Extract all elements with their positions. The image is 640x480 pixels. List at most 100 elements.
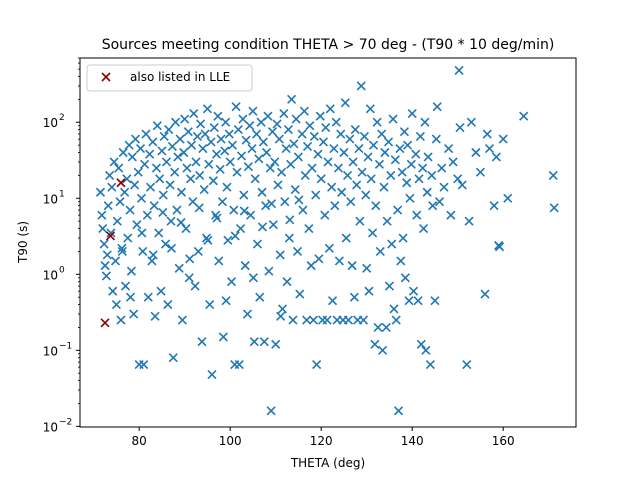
data-point — [214, 256, 224, 266]
x-tick-label: 100 — [219, 434, 242, 448]
data-point — [243, 162, 253, 172]
data-point — [430, 296, 440, 306]
data-point — [140, 159, 150, 169]
data-point — [482, 129, 492, 139]
data-point — [295, 289, 305, 299]
data-point — [262, 147, 272, 158]
data-point — [548, 170, 558, 180]
data-point — [377, 129, 387, 139]
data-point — [408, 286, 419, 296]
data-point — [293, 152, 303, 162]
data-point — [114, 163, 124, 173]
data-point — [242, 309, 253, 319]
data-point — [247, 144, 257, 154]
data-point — [125, 292, 136, 302]
data-point — [218, 332, 228, 342]
data-point — [439, 182, 449, 192]
data-point — [102, 250, 112, 260]
data-point — [221, 296, 231, 306]
legend-marker-lle — [101, 72, 111, 82]
data-point — [271, 339, 281, 349]
data-point — [503, 193, 513, 203]
data-point — [279, 109, 289, 119]
data-point — [444, 144, 454, 154]
data-point — [283, 125, 293, 135]
data-point — [314, 254, 324, 264]
data-point — [345, 134, 355, 144]
data-point — [358, 315, 369, 325]
data-point — [246, 210, 256, 220]
data-point — [220, 146, 230, 156]
data-point — [223, 235, 233, 245]
data-point — [423, 152, 433, 162]
data-point — [413, 296, 423, 306]
y-tick-exponent: −2 — [59, 417, 72, 427]
data-point — [383, 137, 394, 147]
data-point — [215, 164, 225, 174]
chart-title: Sources meeting condition THETA > 70 deg… — [102, 37, 555, 53]
data-point — [118, 147, 128, 158]
data-point — [205, 299, 215, 310]
data-point — [129, 309, 139, 319]
data-point — [230, 231, 240, 241]
data-point — [206, 137, 216, 147]
data-point — [453, 174, 463, 184]
data-point — [346, 197, 356, 207]
data-point — [258, 137, 268, 147]
data-point — [164, 125, 174, 135]
data-point — [254, 154, 264, 164]
data-point — [123, 233, 133, 243]
data-point — [217, 197, 227, 207]
data-point — [103, 201, 113, 211]
data-point — [347, 261, 357, 271]
data-point — [466, 117, 476, 127]
data-point — [313, 149, 323, 159]
data-point — [184, 273, 194, 283]
data-point — [491, 152, 501, 162]
data-point — [120, 281, 131, 291]
data-point — [99, 239, 109, 249]
data-point — [323, 157, 333, 167]
data-point — [141, 129, 151, 139]
data-point — [324, 243, 334, 253]
data-point — [390, 155, 400, 165]
data-point — [425, 359, 435, 370]
data-point — [273, 180, 283, 190]
data-point — [200, 129, 210, 139]
data-point — [249, 337, 259, 347]
data-point — [251, 129, 262, 139]
data-point — [267, 127, 278, 137]
data-point — [176, 187, 187, 197]
data-point — [368, 140, 379, 150]
data-point — [354, 144, 364, 154]
data-point — [108, 286, 118, 296]
data-point — [157, 146, 167, 156]
data-point — [148, 250, 158, 260]
data-point — [277, 167, 287, 177]
data-point — [382, 216, 392, 226]
data-point — [275, 250, 285, 260]
data-point — [186, 174, 196, 184]
data-point — [287, 94, 297, 104]
data-point — [152, 121, 162, 131]
data-point — [98, 223, 108, 234]
data-point — [95, 187, 106, 197]
data-point — [165, 180, 175, 190]
data-point — [248, 273, 258, 283]
data-point — [320, 210, 330, 220]
x-tick-label: 140 — [401, 434, 424, 448]
data-point — [138, 246, 148, 256]
data-point — [475, 167, 486, 177]
data-point — [122, 174, 132, 184]
data-point — [339, 147, 349, 158]
data-point — [238, 114, 248, 124]
data-point — [170, 117, 181, 127]
data-point — [174, 263, 184, 273]
data-point — [211, 210, 221, 220]
data-point — [221, 117, 231, 127]
data-point — [304, 223, 314, 234]
data-point — [341, 233, 351, 243]
x-tick-label: 160 — [492, 434, 515, 448]
data-point — [402, 178, 412, 188]
data-point — [132, 220, 142, 230]
